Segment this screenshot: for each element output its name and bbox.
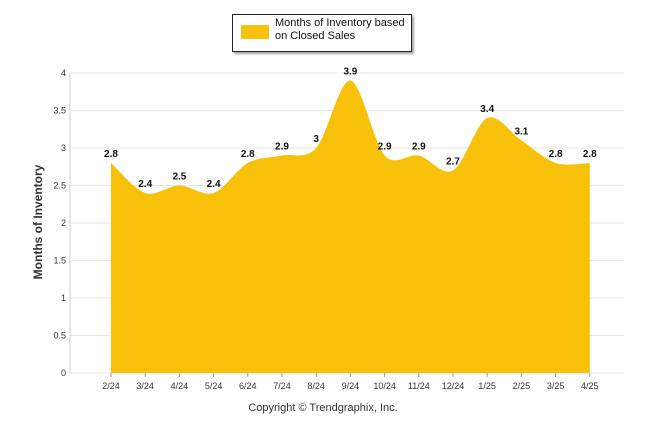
data-label: 3.1: [514, 127, 528, 138]
x-tick-label: 7/24: [273, 381, 291, 391]
data-label: 2.8: [104, 149, 118, 160]
x-tick-label: 3/25: [547, 381, 565, 391]
data-label: 2.5: [172, 172, 186, 183]
y-axis: 0 0.5 1 1.5 2 2.5 3 3.5 4: [53, 68, 66, 378]
data-label: 3.9: [343, 67, 357, 78]
data-label: 2.4: [138, 179, 152, 190]
y-axis-title: Months of Inventory: [31, 164, 45, 279]
y-tick-label: 4: [61, 68, 66, 78]
y-tick-label: 3: [61, 143, 66, 153]
x-tick-label: 6/24: [239, 381, 257, 391]
x-tick-label: 12/24: [442, 381, 465, 391]
y-tick-label: 2: [61, 218, 66, 228]
y-tick-label: 2.5: [53, 181, 66, 191]
x-tick-label: 5/24: [205, 381, 223, 391]
legend-swatch: [241, 25, 269, 39]
x-tick-label: 8/24: [307, 381, 325, 391]
series-area: [111, 80, 590, 373]
x-tick-label: 9/24: [342, 381, 360, 391]
data-label: 2.9: [412, 142, 426, 153]
x-tick-label: 4/25: [581, 381, 599, 391]
x-tick-label: 2/25: [513, 381, 531, 391]
data-label: 3.4: [480, 104, 494, 115]
x-tick-label: 10/24: [373, 381, 396, 391]
y-tick-label: 1.5: [53, 256, 66, 266]
data-label: 2.4: [207, 179, 221, 190]
data-label: 2.8: [583, 149, 597, 160]
data-label: 2.9: [378, 142, 392, 153]
data-label: 2.7: [446, 157, 460, 168]
y-tick-label: 3.5: [53, 106, 66, 116]
data-label: 2.8: [549, 149, 563, 160]
x-tick-label: 2/24: [102, 381, 120, 391]
data-label: 2.8: [241, 149, 255, 160]
data-label: 2.9: [275, 142, 289, 153]
x-tick-label: 1/25: [478, 381, 496, 391]
legend-label: Months of Inventory based on Closed Sale…: [275, 17, 405, 42]
x-axis: 2/24 3/24 4/24 5/24 6/24 7/24 8/24 9/24 10/24 11/…: [102, 373, 599, 391]
copyright-text: Copyright © Trendgraphix, Inc.: [248, 402, 398, 414]
data-labels: 2.8 2.4 2.5 2.4 2.8 2.9 3 3.9 2.9 2.9 2.7 3.4 3.1 2.8…: [104, 67, 597, 191]
legend: Months of Inventory based on Closed Sale…: [232, 14, 412, 52]
x-tick-label: 11/24: [408, 381, 430, 391]
y-tick-label: 0.5: [53, 331, 66, 341]
x-tick-label: 3/24: [136, 381, 154, 391]
x-tick-label: 4/24: [171, 381, 189, 391]
y-tick-label: 1: [61, 293, 66, 303]
y-tick-label: 0: [61, 368, 66, 378]
data-label: 3: [313, 134, 319, 145]
